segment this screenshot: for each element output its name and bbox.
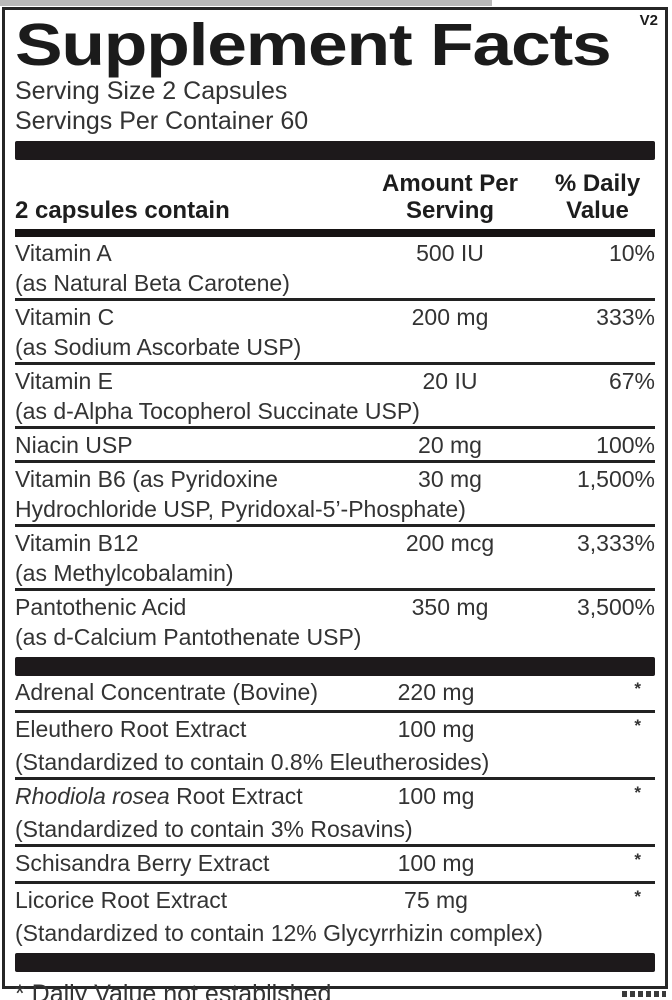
table-row: Vitamin A 500 IU 10% (as Natural Beta Carot…	[15, 237, 655, 298]
row-main-line: Vitamin E 20 IU 67%	[15, 366, 655, 396]
print-code-mark	[622, 991, 666, 997]
ingredient-name: Eleuthero Root Extract	[15, 716, 247, 742]
table-row: Eleuthero Root Extract 100 mg * (Standardiz…	[15, 710, 655, 777]
top-edge-artifact	[0, 0, 492, 6]
column-header-ingredient: 2 capsules contain	[15, 197, 230, 224]
ingredient-sub-line: (as Methylcobalamin)	[15, 560, 234, 586]
row-main-line: Vitamin C 200 mg 333%	[15, 302, 655, 332]
ingredient-amount: 75 mg	[404, 887, 468, 913]
table-row: Rhodiola rosea Root Extract 100 mg * (Stand…	[15, 777, 655, 844]
table-row: Pantothenic Acid 350 mg 3,500% (as d-Calciu…	[15, 588, 655, 652]
ingredient-name: Adrenal Concentrate (Bovine)	[15, 679, 318, 705]
daily-value: 100%	[596, 432, 655, 458]
row-main-line: Licorice Root Extract 75 mg *	[15, 885, 655, 918]
ingredient-name: Vitamin C	[15, 304, 115, 330]
ingredient-amount: 30 mg	[418, 466, 482, 492]
servings-per-container: Servings Per Container 60	[15, 107, 309, 135]
row-main-line: Vitamin B12 200 mcg 3,333%	[15, 528, 655, 558]
row-main-line: Niacin USP 20 mg 100%	[15, 430, 655, 460]
row-main-line: Eleuthero Root Extract 100 mg *	[15, 714, 655, 747]
daily-value-asterisk: *	[634, 887, 641, 906]
ingredient-sub-line: Hydrochloride USP, Pyridoxal-5’-Phosphat…	[15, 496, 466, 522]
label-title: Supplement Facts	[15, 14, 655, 76]
row-main-line: Vitamin B6 (as Pyridoxine 30 mg 1,500%	[15, 464, 655, 494]
ingredient-name: Pantothenic Acid	[15, 594, 187, 620]
table-body: Vitamin A 500 IU 10% (as Natural Beta Carot…	[15, 237, 655, 972]
ingredient-amount: 220 mg	[397, 679, 475, 705]
table-row: Licorice Root Extract 75 mg * (Standardized…	[15, 881, 655, 948]
daily-value-asterisk: *	[634, 850, 641, 869]
label-title-text: Supplement Facts	[15, 12, 612, 78]
daily-value: 3,500%	[576, 594, 655, 620]
ingredient-name: Vitamin E	[15, 368, 114, 394]
ingredient-sub-line: (as d-Alpha Tocopherol Succinate USP)	[15, 398, 420, 424]
ingredient-amount: 200 mcg	[405, 530, 495, 556]
table-row: Schisandra Berry Extract 100 mg *	[15, 844, 655, 881]
table-row: Vitamin E 20 IU 67% (as d-Alpha Tocopherol …	[15, 362, 655, 426]
column-header-amount-line2: Serving	[405, 197, 495, 224]
table-row: Vitamin B12 200 mcg 3,333% (as Methylcobala…	[15, 524, 655, 588]
ingredient-name: Licorice Root Extract	[15, 887, 228, 913]
ingredient-sub-line: (as Natural Beta Carotene)	[15, 270, 290, 296]
table-row: Niacin USP 20 mg 100%	[15, 426, 655, 460]
row-main-line: Vitamin A 500 IU 10%	[15, 238, 655, 268]
section-divider-bar	[15, 657, 655, 676]
table-row: Adrenal Concentrate (Bovine) 220 mg *	[15, 676, 655, 710]
section-divider-bar-top	[15, 141, 655, 160]
column-header-amount: Amount Per Serving	[360, 170, 540, 224]
column-header-daily-value: % Daily Value	[540, 170, 655, 224]
column-header-dv-line1: % Daily	[554, 170, 641, 197]
column-header-dv-line2: Value	[566, 197, 629, 224]
ingredient-amount: 100 mg	[397, 783, 475, 809]
daily-value: 333%	[596, 304, 655, 330]
ingredient-section-1: Vitamin A 500 IU 10% (as Natural Beta Carot…	[15, 237, 655, 652]
ingredient-sub-line: (as Sodium Ascorbate USP)	[15, 334, 302, 360]
daily-value-asterisk: *	[634, 783, 641, 802]
ingredient-section-2: Adrenal Concentrate (Bovine) 220 mg * Eleut…	[15, 676, 655, 948]
ingredient-name: Vitamin B12	[15, 530, 139, 556]
table-header: 2 capsules contain Amount Per Serving % …	[15, 160, 655, 229]
version-tag: V2	[639, 12, 658, 29]
table-row: Vitamin B6 (as Pyridoxine 30 mg 1,500% Hydr…	[15, 460, 655, 524]
supplement-facts-label: V2 Supplement Facts Serving Size 2 Capsu…	[2, 7, 668, 1000]
ingredient-name: Vitamin B6 (as Pyridoxine	[15, 466, 278, 492]
daily-value-asterisk: *	[634, 716, 641, 735]
ingredient-sub-line: (Standardized to contain 3% Rosavins)	[15, 816, 413, 842]
ingredient-sub-line: (as d-Calcium Pantothenate USP)	[15, 624, 362, 650]
ingredient-amount: 200 mg	[411, 304, 489, 330]
footnote: * Daily Value not established	[15, 980, 332, 1000]
daily-value: 3,333%	[576, 530, 655, 556]
table-row: Vitamin C 200 mg 333% (as Sodium Ascorbate …	[15, 298, 655, 362]
ingredient-name: Niacin USP	[15, 432, 133, 458]
row-main-line: Schisandra Berry Extract 100 mg *	[15, 848, 655, 881]
ingredient-amount: 350 mg	[411, 594, 489, 620]
ingredient-amount: 500 IU	[416, 240, 484, 266]
daily-value-asterisk: *	[634, 679, 641, 698]
header-rule	[15, 229, 655, 237]
column-header-amount-line1: Amount Per	[381, 170, 518, 197]
ingredient-name: Vitamin A	[15, 240, 112, 266]
ingredient-name: Schisandra Berry Extract	[15, 850, 270, 876]
ingredient-amount: 20 mg	[418, 432, 482, 458]
row-main-line: Adrenal Concentrate (Bovine) 220 mg *	[15, 677, 655, 710]
daily-value: 67%	[608, 368, 655, 394]
row-main-line: Pantothenic Acid 350 mg 3,500%	[15, 592, 655, 622]
ingredient-sub-line: (Standardized to contain 0.8% Eleutheros…	[15, 749, 490, 775]
ingredient-name: Rhodiola rosea Root Extract	[15, 783, 303, 809]
ingredient-name-italic: Rhodiola rosea	[15, 783, 170, 809]
ingredient-amount: 20 IU	[422, 368, 478, 394]
section-divider-bar	[15, 953, 655, 972]
ingredient-amount: 100 mg	[397, 850, 475, 876]
ingredient-amount: 100 mg	[397, 716, 475, 742]
row-main-line: Rhodiola rosea Root Extract 100 mg *	[15, 781, 655, 814]
ingredient-sub-line: (Standardized to contain 12% Glycyrrhizi…	[15, 920, 543, 946]
daily-value: 10%	[608, 240, 655, 266]
serving-size: Serving Size 2 Capsules	[15, 77, 288, 105]
daily-value: 1,500%	[576, 466, 655, 492]
